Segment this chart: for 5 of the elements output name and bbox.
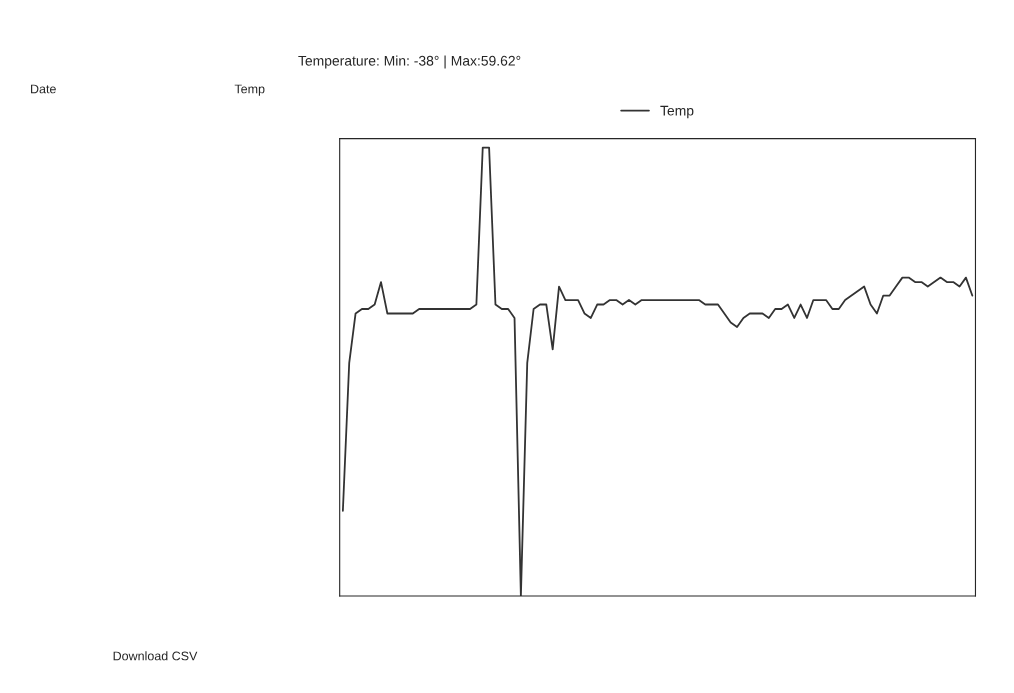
text: Temp (234, 84, 265, 96)
text: Download CSV (113, 651, 198, 661)
legend-label: Temp (660, 105, 694, 119)
text: Date (31, 84, 56, 94)
chart-title: Temperature: Min: -38° | Max:59.62° (298, 55, 521, 69)
